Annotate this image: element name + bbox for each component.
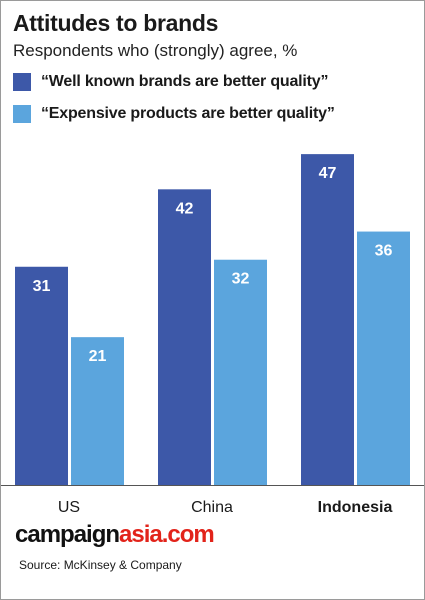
bar-indonesia-series-2: [357, 231, 410, 485]
bar-us-series-2: [71, 337, 124, 485]
bar-china-series-1: [158, 189, 211, 485]
brand-logo-part2: asia.com: [119, 521, 215, 548]
legend-label-well-known: “Well known brands are better quality”: [41, 73, 329, 90]
chart-title: Attitudes to brands: [13, 10, 219, 36]
legend-item-well-known: “Well known brands are better quality”: [13, 72, 328, 92]
category-label-china: China: [191, 499, 233, 516]
data-label-indonesia-series-2: 36: [375, 243, 393, 260]
category-label-indonesia: Indonesia: [318, 499, 393, 516]
legend-item-expensive: “Expensive products are better quality”: [13, 104, 335, 124]
data-label-us-series-1: 31: [33, 278, 51, 295]
legend-swatch-well-known: [13, 73, 31, 91]
chart-subtitle: Respondents who (strongly) agree, %: [13, 41, 298, 60]
data-label-us-series-2: 21: [89, 348, 107, 365]
legend-swatch-expensive: [13, 105, 31, 123]
bar-us-series-1: [15, 266, 68, 485]
data-label-indonesia-series-1: 47: [319, 165, 337, 182]
data-label-china-series-1: 42: [176, 200, 194, 217]
bar-china-series-2: [214, 259, 267, 485]
legend-label-expensive: “Expensive products are better quality”: [41, 105, 335, 122]
brand-logo-part1: campaign: [15, 521, 120, 548]
data-label-china-series-2: 32: [232, 271, 250, 288]
source-note: Source: McKinsey & Company: [19, 558, 182, 572]
brand-logo: campaignasia.com: [15, 521, 215, 549]
category-label-us: US: [58, 499, 80, 516]
bar-indonesia-series-1: [301, 154, 354, 485]
